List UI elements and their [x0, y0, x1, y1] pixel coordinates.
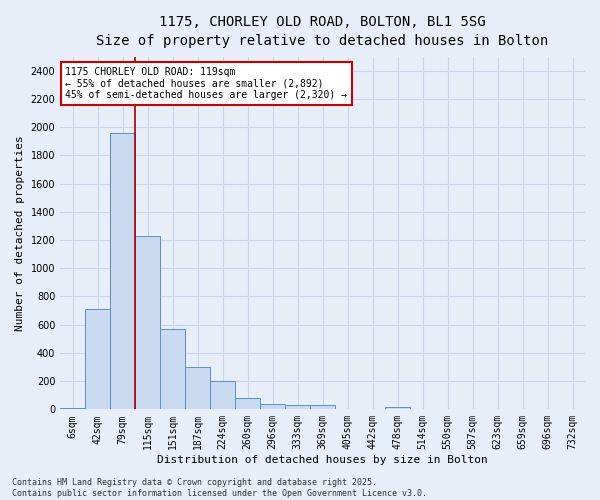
Bar [310, 405, 335, 409]
Bar [135, 236, 160, 410]
Bar [235, 398, 260, 409]
Bar [210, 381, 235, 410]
Bar [185, 367, 210, 410]
Bar [110, 133, 135, 409]
Y-axis label: Number of detached properties: Number of detached properties [15, 135, 25, 331]
X-axis label: Distribution of detached houses by size in Bolton: Distribution of detached houses by size … [157, 455, 488, 465]
Bar [385, 406, 410, 410]
Text: Contains HM Land Registry data © Crown copyright and database right 2025.
Contai: Contains HM Land Registry data © Crown c… [12, 478, 427, 498]
Bar [260, 404, 285, 409]
Title: 1175, CHORLEY OLD ROAD, BOLTON, BL1 5SG
Size of property relative to detached ho: 1175, CHORLEY OLD ROAD, BOLTON, BL1 5SG … [97, 15, 549, 48]
Bar [85, 309, 110, 410]
Text: 1175 CHORLEY OLD ROAD: 119sqm
← 55% of detached houses are smaller (2,892)
45% o: 1175 CHORLEY OLD ROAD: 119sqm ← 55% of d… [65, 67, 347, 100]
Bar [285, 405, 310, 409]
Bar [160, 329, 185, 409]
Bar [60, 408, 85, 410]
